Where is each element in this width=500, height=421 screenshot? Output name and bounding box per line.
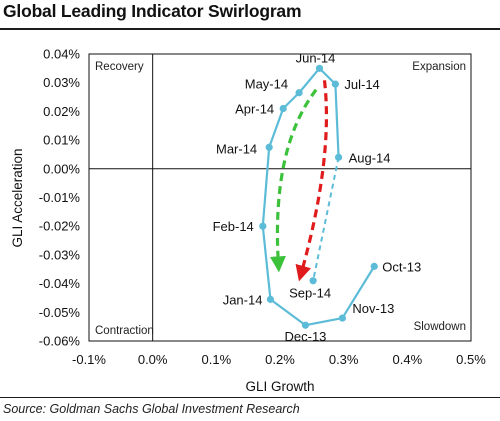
y-tick-label: 0.04% — [43, 47, 80, 62]
point-label: Apr-14 — [235, 102, 274, 117]
red-trend-arrow — [295, 80, 329, 282]
point-label: Aug-14 — [349, 150, 391, 165]
data-point — [259, 222, 267, 230]
point-label: May-14 — [245, 77, 288, 92]
x-tick-label: 0.2% — [265, 352, 295, 367]
data-point — [266, 295, 275, 303]
point-label: Jan-14 — [223, 292, 263, 307]
quadrant-slowdown: Slowdown — [414, 321, 466, 333]
title-divider — [0, 28, 500, 30]
point-label: Feb-14 — [213, 219, 254, 234]
x-tick-label: -0.1% — [72, 352, 106, 367]
point-label: Jun-14 — [296, 50, 336, 65]
y-tick-label: -0.04% — [39, 276, 81, 291]
point-label: Oct-13 — [382, 259, 421, 274]
y-tick-label: -0.02% — [39, 219, 81, 234]
x-tick-label: 0.4% — [393, 352, 423, 367]
data-point — [301, 321, 310, 329]
quadrant-contraction: Contraction — [95, 325, 154, 337]
data-point — [295, 89, 303, 97]
x-tick-label: 0.5% — [456, 352, 486, 367]
y-tick-label: 0.00% — [43, 161, 80, 176]
point-label: Dec-13 — [285, 329, 327, 344]
y-tick-label: 0.01% — [43, 133, 80, 148]
y-tick-label: 0.03% — [43, 75, 80, 90]
y-tick-label: -0.03% — [39, 247, 81, 262]
data-point — [315, 64, 324, 72]
point-label: Sep-14 — [289, 286, 331, 301]
data-point — [279, 104, 287, 113]
y-axis-label: GLI Acceleration — [10, 148, 25, 247]
data-point — [334, 153, 343, 161]
chart-title: Global Leading Indicator Swirlogram — [3, 1, 302, 21]
data-point — [370, 262, 378, 270]
y-tick-label: -0.01% — [39, 190, 81, 205]
quadrant-recovery: Recovery — [95, 61, 144, 73]
data-point — [338, 314, 346, 322]
y-tick-label: 0.02% — [43, 104, 80, 119]
source-note: Source: Goldman Sachs Global Investment … — [3, 402, 300, 416]
point-label: Mar-14 — [216, 141, 257, 156]
x-tick-label: 0.0% — [138, 352, 168, 367]
green-trend-arrow — [269, 88, 318, 273]
quadrant-expansion: Expansion — [412, 61, 466, 73]
data-point — [309, 277, 317, 285]
y-tick-label: -0.05% — [39, 305, 81, 320]
plot-frame — [88, 53, 472, 342]
point-label: Jul-14 — [344, 77, 379, 92]
y-tick-label: -0.06% — [39, 334, 81, 349]
gli-series-latest-segment — [312, 157, 340, 281]
data-point — [265, 143, 273, 151]
point-label: Nov-13 — [352, 301, 394, 316]
x-tick-label: 0.3% — [329, 352, 359, 367]
x-axis-label: GLI Growth — [245, 379, 314, 394]
footer-divider — [0, 397, 500, 398]
x-tick-label: 0.1% — [202, 352, 232, 367]
data-point — [331, 80, 339, 88]
